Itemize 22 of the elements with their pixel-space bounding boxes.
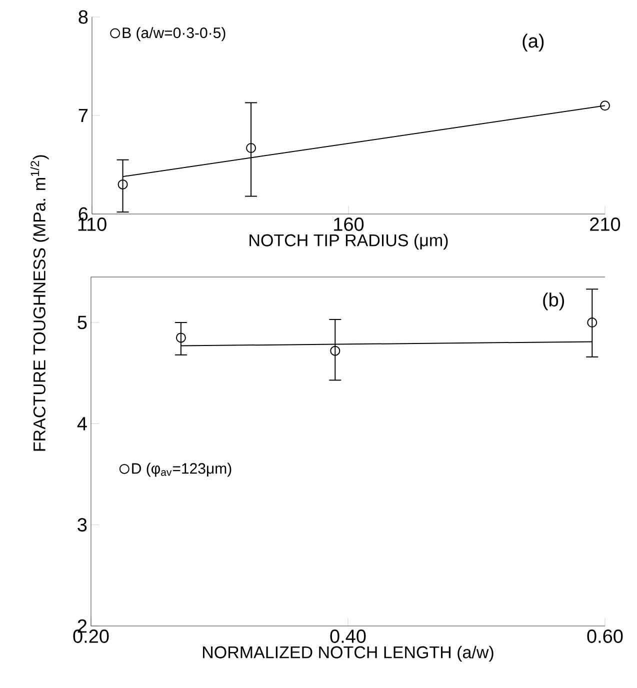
- point: [176, 332, 186, 343]
- y-tick-label: 7: [78, 108, 88, 122]
- point: [600, 100, 610, 111]
- point: [118, 179, 128, 190]
- point: [246, 143, 256, 154]
- y-tick-label: 8: [78, 10, 88, 24]
- point: [587, 318, 598, 328]
- y-tick-label: 4: [77, 417, 87, 430]
- y-tick-label: 3: [78, 518, 87, 532]
- x-tick-label: 210: [590, 218, 620, 231]
- legend-label: D (φ$_{av}$=123μm): [132, 462, 232, 477]
- legend-label: B (a/w=0·3-0·5): [122, 27, 226, 42]
- x-tick-label: 160: [334, 218, 364, 231]
- annotation: (a): [522, 34, 544, 52]
- annotation: (b): [543, 292, 564, 310]
- y-tick-label: 5: [78, 316, 87, 330]
- y-axis-title: FRACTURE TOUGHNESS (MPa. m$^{1/2}$): [30, 155, 49, 451]
- x-axis-title: NORMALIZED NOTCH LENGTH (a/w): [202, 646, 494, 662]
- x-tick-label: 0.40: [330, 630, 366, 643]
- point: [330, 346, 340, 356]
- x-axis-title: NOTCH TIP RADIUS (μm): [250, 234, 448, 250]
- x-tick-label: 0.60: [587, 630, 623, 643]
